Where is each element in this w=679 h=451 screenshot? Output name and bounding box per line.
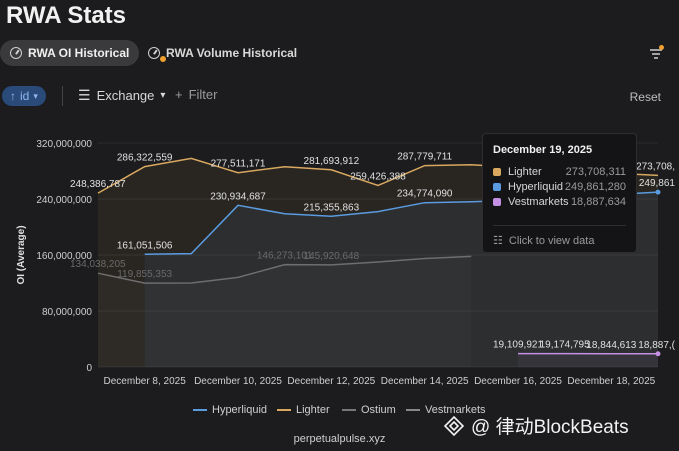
tooltip-series-value: 18,887,634 [570,195,626,208]
data-label: 146,273,101 [257,251,313,262]
tooltip-series-value: 249,861,280 [564,180,626,193]
legend-label: Lighter [296,404,330,416]
notification-dot [160,56,166,62]
y-tick-label: 0 [86,363,92,374]
view-data-label: Click to view data [508,234,595,247]
legend-label: Hyperliquid [212,404,268,416]
point-vestmarkets [655,351,661,357]
x-tick-label: December 16, 2025 [474,376,562,387]
list-icon: ☰ [78,87,91,103]
y-axis-label: OI (Average) [16,225,27,284]
x-tick-label: December 12, 2025 [287,376,375,387]
data-labels: 248,386,787 286,322,559 277,511,171 281,693… [70,152,676,351]
chevron-down-icon: ▾ [160,90,166,101]
data-label: 286,322,559 [117,153,173,164]
x-tick-label: December 14, 2025 [381,376,469,387]
arrow-up-icon: ↑ [10,89,16,103]
clock-icon [10,47,22,59]
legend-label: Vestmarkets [425,404,486,416]
legend-line [277,409,291,411]
area-ostium [98,256,472,367]
data-label: 145,920,648 [304,251,360,262]
data-label: 215,355,863 [304,202,360,213]
line-ostium [97,255,472,284]
data-label: 273,708, [636,161,675,172]
group-label: Exchange [96,88,155,103]
legend-item-lighter[interactable]: Lighter [277,404,330,416]
x-tick-label: December 8, 2025 [104,376,187,387]
data-label: 119,855,353 [117,269,172,280]
tooltip-date: December 19, 2025 [493,144,593,156]
x-tick-label: December 10, 2025 [194,376,282,387]
tooltip-row: Hyperliquid 249,861,280 [493,179,626,194]
tab-bar: RWA OI Historical RWA Volume Historical [0,40,679,68]
data-label: 277,511,171 [211,159,266,170]
chart-legend: Hyperliquid Lighter Ostium Vestmarkets [0,404,679,420]
data-label: 281,693,912 [304,156,360,167]
tab-label: RWA OI Historical [28,46,130,60]
area-vestmarkets [518,353,658,367]
legend-line [193,409,207,411]
x-axis: December 8, 2025 December 10, 2025 Decembe… [104,376,656,387]
view-data-link[interactable]: ☷ Click to view data [493,225,626,247]
reset-button[interactable]: Reset [629,90,661,104]
point-hyperliquid [655,189,661,195]
data-label: 161,051,506 [117,240,173,251]
y-axis: 320,000,000 240,000,000 160,000,000 80,000,… [36,139,92,374]
source-label: perpetualpulse.xyz [293,433,386,445]
group-by-exchange[interactable]: ☰ Exchange ▾ [78,87,165,104]
data-label: 19,174,795 [540,340,590,351]
data-label: 18,887,( [638,340,675,351]
legend-label: Ostium [361,404,396,416]
legend-item-hyperliquid[interactable]: Hyperliquid [193,404,267,416]
tooltip-row: Vestmarkets 18,887,634 [493,194,626,209]
x-tick-label: December 18, 2025 [567,376,655,387]
data-label: 230,934,687 [210,191,266,202]
data-label: 134,038,205 [70,259,126,270]
list-icon: ☷ [493,235,503,247]
watermark: @ 律动BlockBeats [443,412,629,439]
legend-item-vestmarkets[interactable]: Vestmarkets [406,404,486,416]
data-label: 249,861 [639,178,676,189]
data-label: 287,779,711 [397,152,452,163]
data-label: 19,109,921 [493,340,543,351]
legend-line [342,409,356,411]
data-label: 248,386,787 [70,179,126,190]
sort-label: id [20,89,30,103]
filter-label: Filter [188,87,218,102]
y-tick-label: 240,000,000 [36,195,92,206]
legend-swatch [493,182,501,191]
tooltip-series-name: Lighter [508,165,542,178]
tab-label: RWA Volume Historical [166,46,298,60]
data-label: 259,426,388 [350,171,406,182]
y-tick-label: 320,000,000 [36,139,92,150]
chart-tooltip: December 19, 2025 Lighter 273,708,311 Hy… [482,133,637,253]
tooltip-series-name: Vestmarkets [508,195,569,208]
page-title: RWA Stats [6,2,127,29]
blockbeats-logo-icon [443,415,465,436]
legend-item-ostium[interactable]: Ostium [342,404,396,416]
toolbar-divider [62,86,63,106]
y-tick-label: 160,000,000 [36,251,92,262]
sort-pill[interactable]: ↑ id ▾ [2,86,46,106]
legend-swatch [493,197,501,206]
data-label: 234,774,090 [397,189,453,200]
filter-lines-icon[interactable] [648,45,664,61]
plus-icon: + [175,87,183,102]
clock-icon [148,47,160,59]
y-tick-label: 80,000,000 [42,307,92,318]
tab-rwa-volume-historical[interactable]: RWA Volume Historical [138,40,307,66]
toolbar: ↑ id ▾ ☰ Exchange ▾ + Filter Reset [0,84,679,110]
chevron-down-icon: ▾ [33,90,38,101]
add-filter-button[interactable]: + Filter [175,87,217,102]
tooltip-series-name: Hyperliquid [508,180,564,193]
tooltip-series-value: 273,708,311 [565,165,626,178]
tab-rwa-oi-historical[interactable]: RWA OI Historical [0,40,140,66]
legend-swatch [493,167,501,176]
legend-line [406,409,420,411]
data-label: 18,844,613 [586,340,636,351]
tooltip-row: Lighter 273,708,311 [493,164,626,179]
watermark-text: @ 律动BlockBeats [471,417,629,438]
